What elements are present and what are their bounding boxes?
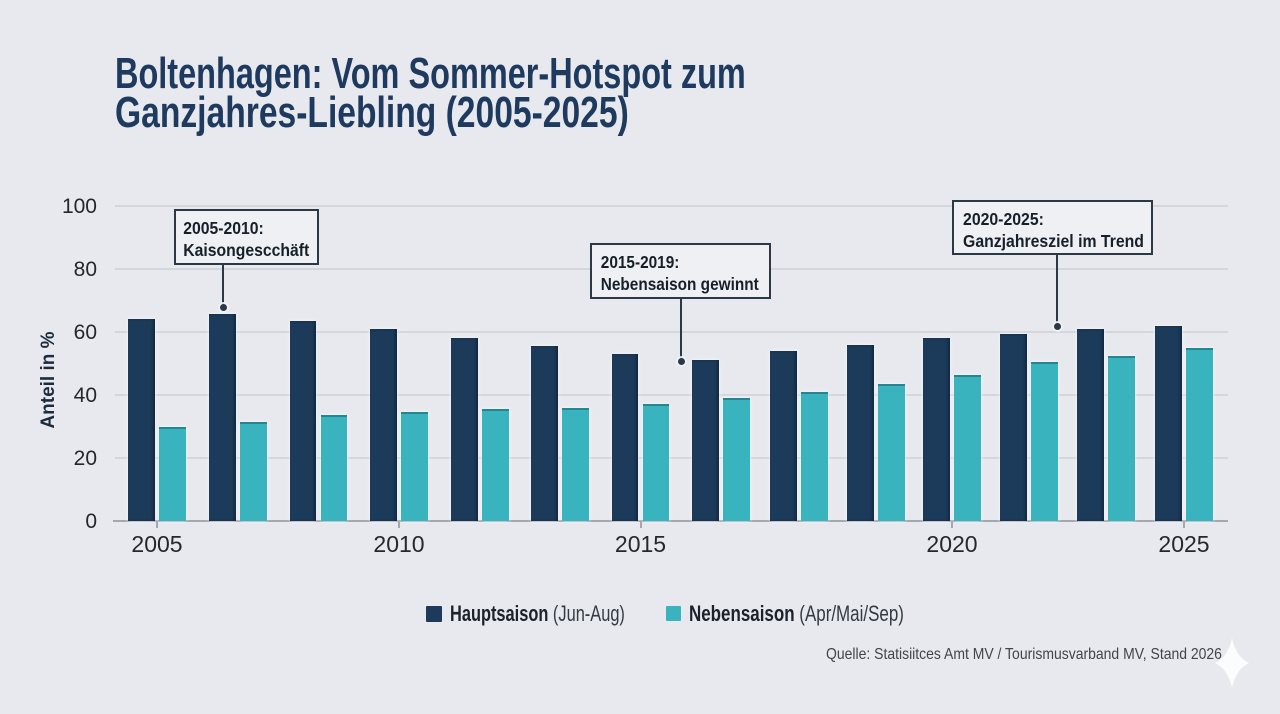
gridline-40 xyxy=(115,394,1228,396)
legend-item-hauptsaison: Hauptsaison (Jun-Aug) xyxy=(426,601,685,626)
bar-nebensaison-group4 xyxy=(401,412,428,521)
gridline-60 xyxy=(115,331,1228,333)
gridline-20 xyxy=(115,457,1228,459)
bar-nebensaison-group11 xyxy=(954,374,981,521)
bar-nebensaison-group12 xyxy=(1031,361,1058,521)
x-tick-label-2015: 2015 xyxy=(614,531,667,557)
bar-nebensaison-group8 xyxy=(723,398,750,521)
annotation-1-line2: Kaisongescchäft xyxy=(183,240,310,260)
gridline-100 xyxy=(115,205,1228,207)
bar-nebensaison-group1 xyxy=(159,426,186,521)
x-tick-label-2025: 2025 xyxy=(1158,531,1210,557)
x-axis-line xyxy=(113,520,1228,522)
bar-hauptsaison-group1 xyxy=(128,319,155,521)
legend-suffix-nebensaison: (Apr/Mai/Sep) xyxy=(799,601,904,626)
bar-nebensaison-group13 xyxy=(1108,355,1135,521)
y-tick-label-80: 80 xyxy=(73,258,97,281)
chart-title-line2: Ganzjahres-Liebling (2005-2025) xyxy=(115,88,629,137)
bar-nebensaison-group5 xyxy=(482,409,509,521)
annotation-3-connector-dot xyxy=(1054,323,1061,330)
y-tick-label-60: 60 xyxy=(73,321,97,344)
annotation-2-connector-line xyxy=(680,299,682,359)
bar-hauptsaison-group14 xyxy=(1155,325,1182,521)
x-tick-label-2005: 2005 xyxy=(131,531,183,557)
annotation-3-line1: 2020-2025: xyxy=(963,209,1044,229)
bar-hauptsaison-group13 xyxy=(1077,328,1104,521)
annotation-2-line1: 2015-2019: xyxy=(600,252,680,272)
bar-hauptsaison-group4 xyxy=(370,328,397,521)
source-caption: Quelle: Statisiitces Amt MV / Tourismusv… xyxy=(826,646,1222,663)
bar-hauptsaison-group9 xyxy=(770,350,797,521)
bar-hauptsaison-group11 xyxy=(923,338,950,521)
annotation-box-2005-2010: 2005-2010: Kaisongescchäft xyxy=(174,209,319,265)
y-tick-label-100: 100 xyxy=(61,195,97,218)
annotation-3-text: 2020-2025: Ganzjahresziel im Trend xyxy=(954,202,1144,252)
chart-title: Boltenhagen: Vom Sommer-Hotspot zum Ganzj… xyxy=(115,49,970,137)
bar-nebensaison-group9 xyxy=(801,391,828,521)
bar-hauptsaison-group8 xyxy=(692,360,719,521)
annotation-3-line2: Ganzjahresziel im Trend xyxy=(963,231,1144,251)
bar-nebensaison-group7 xyxy=(642,404,670,521)
annotation-1-connector-line xyxy=(222,265,224,305)
x-tick-label-2010: 2010 xyxy=(373,531,425,557)
bar-nebensaison-group10 xyxy=(878,383,905,521)
x-tick-mark-2015 xyxy=(639,522,642,528)
bar-nebensaison-group3 xyxy=(320,415,348,521)
bar-nebensaison-group14 xyxy=(1186,347,1213,521)
bar-hauptsaison-group3 xyxy=(289,320,317,521)
annotation-box-2020-2025: 2020-2025: Ganzjahresziel im Trend xyxy=(952,200,1153,255)
annotation-1-line1: 2005-2010: xyxy=(183,218,264,238)
annotation-2-line2: Nebensaison gewinnt xyxy=(600,274,759,294)
bar-hauptsaison-group10 xyxy=(847,344,874,521)
legend-suffix-hauptsaison: (Jun-Aug) xyxy=(552,601,625,626)
bar-hauptsaison-group7 xyxy=(611,354,639,521)
legend-text-nebensaison: Nebensaison (Apr/Mai/Sep) xyxy=(689,601,904,626)
annotation-3-connector-line xyxy=(1056,255,1058,323)
y-tick-label-40: 40 xyxy=(73,384,97,407)
bar-nebensaison-group2 xyxy=(240,421,267,521)
annotation-1-connector-dot xyxy=(220,304,227,311)
chart-title-line1: Boltenhagen: Vom Sommer-Hotspot zum xyxy=(115,49,746,98)
legend-text-hauptsaison: Hauptsaison (Jun-Aug) xyxy=(450,601,625,626)
bar-hauptsaison-group12 xyxy=(1000,333,1027,521)
annotation-box-2015-2019: 2015-2019: Nebensaison gewinnt xyxy=(590,243,771,299)
x-tick-mark-2020 xyxy=(951,522,953,528)
annotation-2-text: 2015-2019: Nebensaison gewinnt xyxy=(592,245,759,295)
bar-hauptsaison-group5 xyxy=(451,338,478,521)
annotation-1-text: 2005-2010: Kaisongescchäft xyxy=(176,211,309,261)
bar-nebensaison-group6 xyxy=(562,407,589,521)
bar-hauptsaison-group2 xyxy=(209,314,236,521)
legend-label-nebensaison: Nebensaison xyxy=(689,601,795,626)
legend-item-nebensaison: Nebensaison (Apr/Mai/Sep) xyxy=(666,601,968,626)
x-tick-mark-2025 xyxy=(1183,522,1185,528)
annotation-2-connector-dot xyxy=(678,358,685,365)
bar-hauptsaison-group6 xyxy=(531,346,558,521)
legend-label-hauptsaison: Hauptsaison xyxy=(450,601,549,626)
legend-swatch-nebensaison xyxy=(666,606,681,621)
y-tick-label-0: 0 xyxy=(85,510,97,533)
x-tick-mark-2005 xyxy=(156,522,158,528)
y-axis-label: Anteil in % xyxy=(38,331,59,429)
y-tick-label-20: 20 xyxy=(73,447,97,470)
sparkle-icon xyxy=(1215,638,1249,688)
x-tick-label-2020: 2020 xyxy=(926,531,978,557)
x-tick-mark-2010 xyxy=(398,522,400,528)
legend-swatch-hauptsaison xyxy=(426,605,442,622)
